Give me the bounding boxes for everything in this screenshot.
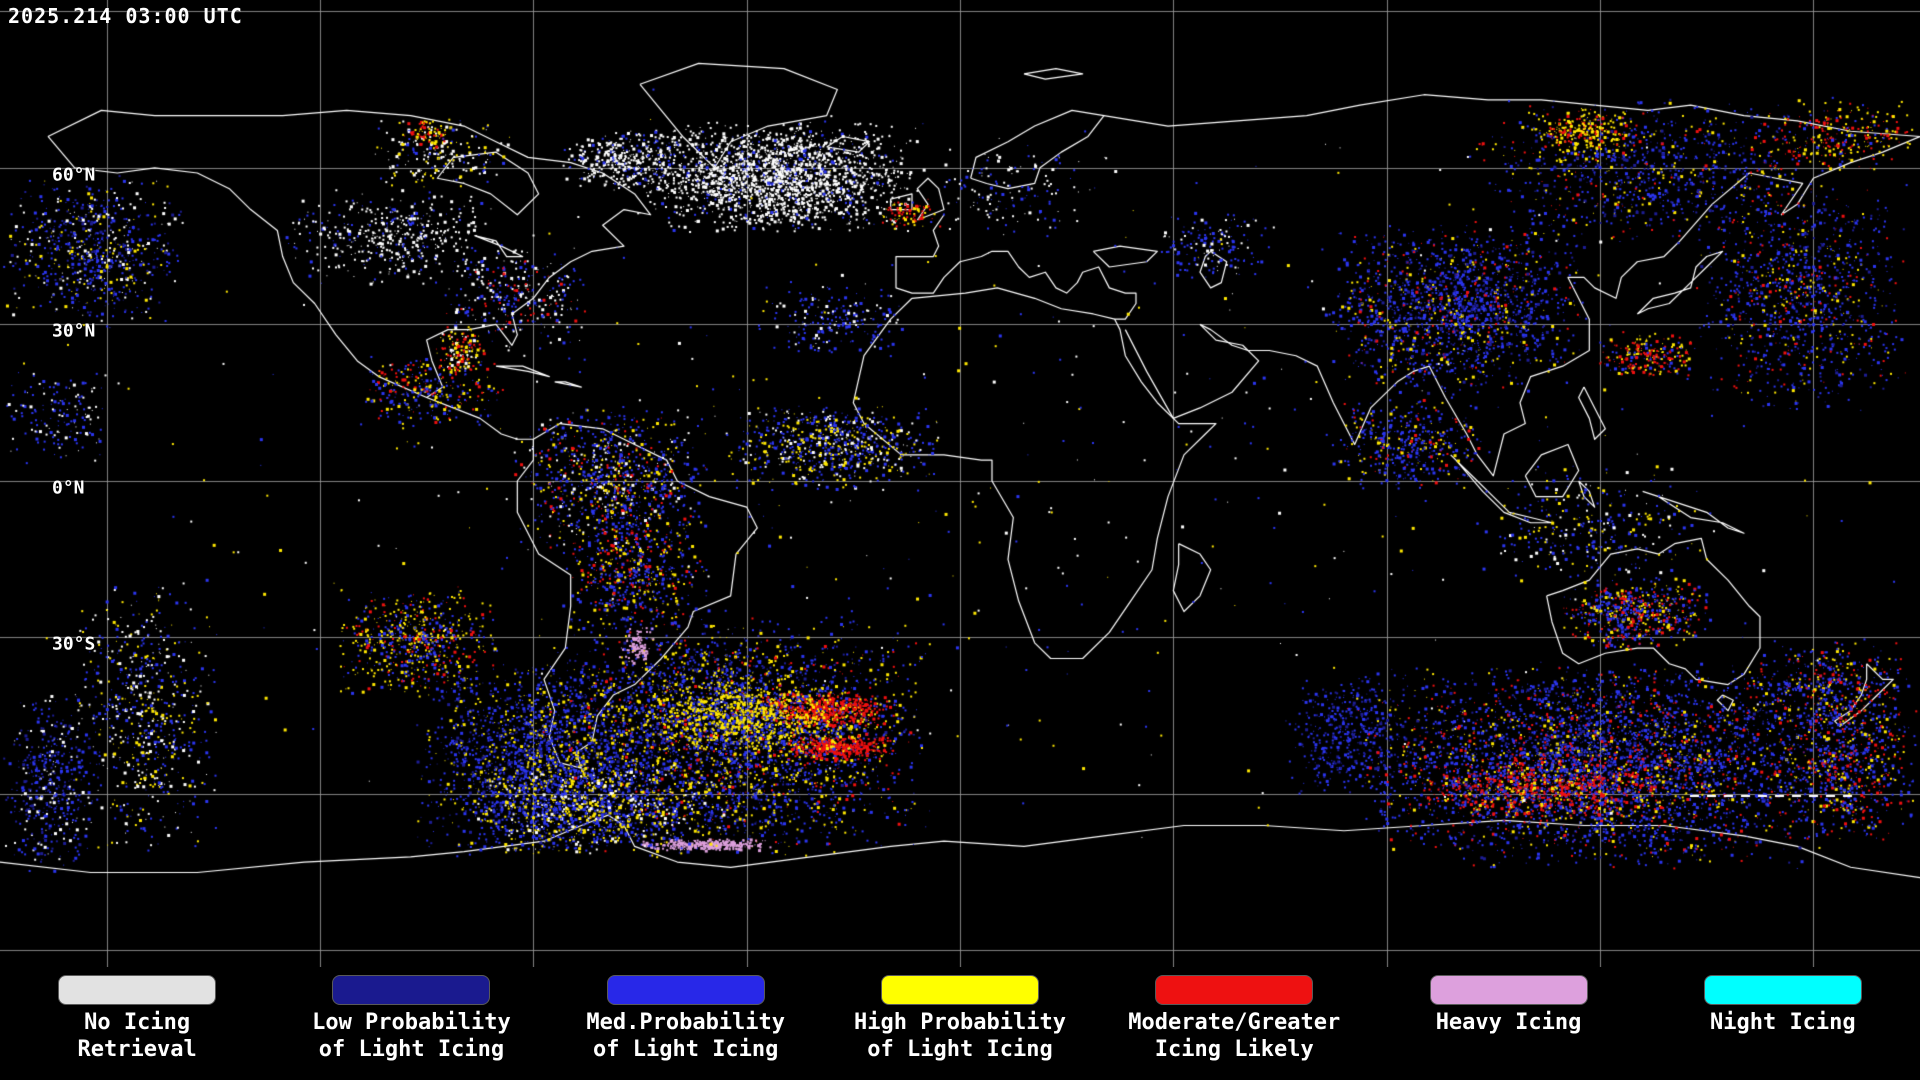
world-map-canvas: [0, 0, 1920, 967]
legend-label: Heavy Icing: [1435, 1010, 1582, 1035]
legend-item-moderate-greater: Moderate/Greater Icing Likely: [1097, 967, 1371, 1080]
legend-label: of Light Icing: [592, 1037, 779, 1062]
latitude-label: 60°N: [52, 164, 96, 186]
legend-label: Med.Probability: [586, 1010, 786, 1035]
legend-swatch-night-icing: [1703, 975, 1862, 1005]
legend-label: of Light Icing: [318, 1037, 505, 1062]
legend-label: Night Icing: [1709, 1010, 1856, 1035]
legend-label: of Light Icing: [867, 1037, 1053, 1062]
legend-label: Icing Likely: [1154, 1037, 1314, 1062]
legend-swatch-heavy-icing: [1429, 975, 1588, 1005]
legend-item-heavy-icing: Heavy Icing: [1371, 967, 1645, 1080]
timestamp: 2025.214 03:00 UTC: [8, 4, 243, 28]
legend-label: High Probability: [854, 1010, 1066, 1035]
legend-item-med-probability: Med.Probability of Light Icing: [549, 967, 823, 1080]
latitude-label: 30°N: [52, 320, 96, 342]
legend-label: Low Probability: [312, 1010, 511, 1035]
legend-swatch-low-probability: [332, 975, 491, 1005]
legend-swatch-high-probability: [880, 975, 1039, 1005]
legend-label: No Icing: [84, 1010, 191, 1035]
latitude-label: 0°N: [52, 477, 85, 499]
legend-label: Moderate/Greater: [1128, 1010, 1341, 1035]
legend-swatch-moderate-greater: [1155, 975, 1314, 1005]
legend: No Icing Retrieval Low Probability of Li…: [0, 967, 1920, 1080]
legend-label: Retrieval: [77, 1037, 197, 1062]
legend-swatch-no-icing: [58, 975, 217, 1005]
legend-item-high-probability: High Probability of Light Icing: [823, 967, 1097, 1080]
latitude-label: 30°S: [52, 633, 96, 655]
legend-swatch-med-probability: [606, 975, 765, 1005]
legend-item-no-icing: No Icing Retrieval: [0, 967, 274, 1080]
legend-item-night-icing: Night Icing: [1646, 967, 1920, 1080]
legend-item-low-probability: Low Probability of Light Icing: [274, 967, 548, 1080]
